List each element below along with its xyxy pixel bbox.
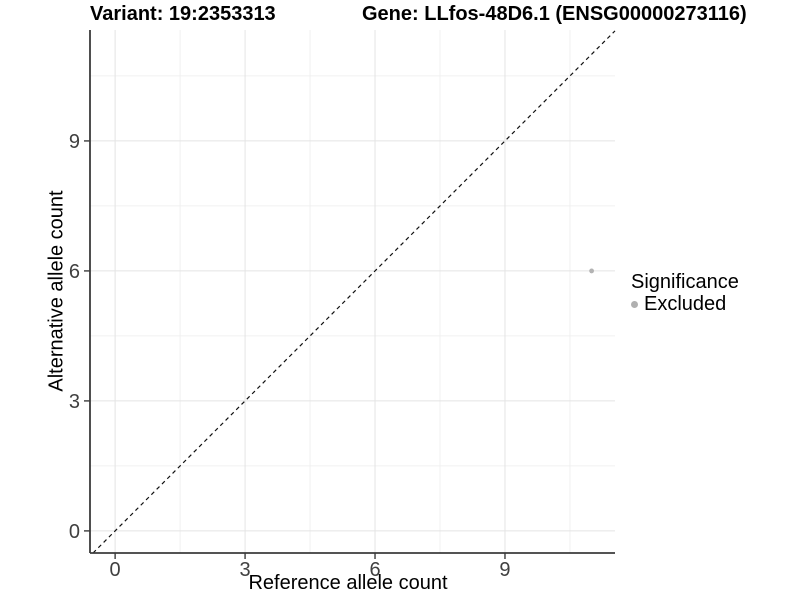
variant-title: Variant: 19:2353313	[90, 3, 276, 25]
legend-item-label: Excluded	[644, 293, 727, 315]
legend-title: Significance	[631, 271, 739, 293]
y-tick-label: 3	[69, 391, 80, 413]
identity-line	[92, 30, 616, 554]
x-tick-label: 0	[110, 559, 121, 581]
x-tick-label: 3	[240, 559, 251, 581]
legend-item-excluded: Excluded	[631, 293, 739, 315]
y-tick-label: 6	[69, 261, 80, 283]
y-tick-label: 0	[69, 521, 80, 543]
legend: Significance Excluded	[631, 271, 739, 315]
data-point	[589, 268, 595, 274]
y-tick-label: 9	[69, 131, 80, 153]
x-tick-label: 6	[369, 559, 380, 581]
excluded-point-icon	[631, 300, 638, 308]
x-tick-label: 9	[499, 559, 510, 581]
gene-title: Gene: LLfos-48D6.1 (ENSG00000273116)	[362, 3, 747, 25]
y-axis-label: Alternative allele count	[45, 190, 68, 392]
x-axis-label: Reference allele count	[248, 572, 448, 594]
